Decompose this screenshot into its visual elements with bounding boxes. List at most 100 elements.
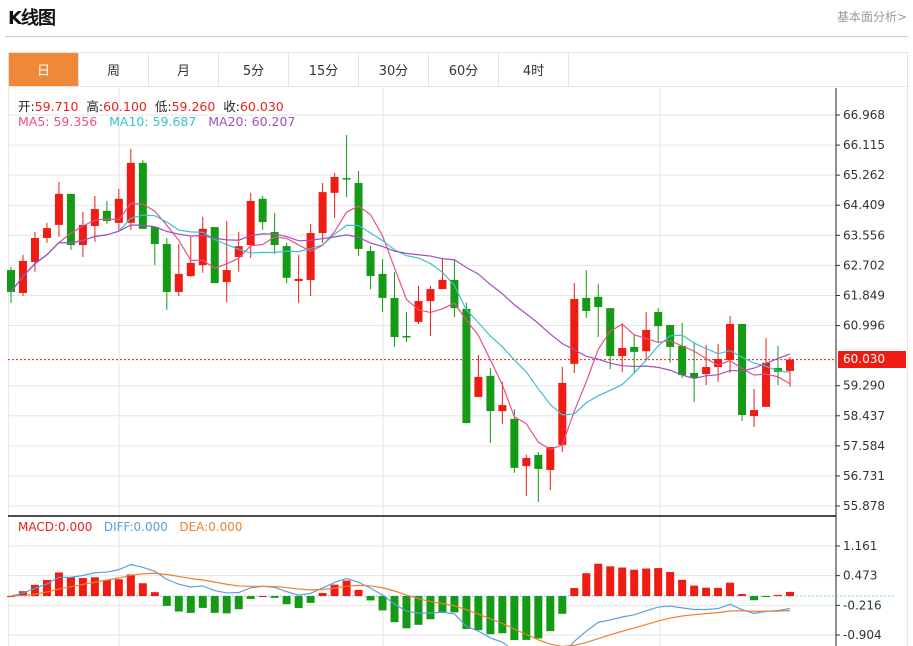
macd-histogram-bar [522,596,531,640]
candle-body [390,297,399,338]
macd-histogram-bar [294,596,303,609]
candle-body [450,279,459,309]
ma10-legend: MA10: 59.687 [109,114,197,129]
ma5-legend: MA5: 59.356 [18,114,98,129]
macd-histogram-bar [258,596,267,598]
macd-histogram-bar [726,582,735,597]
macd-histogram-bar [786,591,794,597]
tab-15min[interactable]: 15分 [289,53,359,86]
candle-body [738,324,747,415]
macd-histogram-bar [534,596,543,639]
candle-body [522,457,531,467]
candle-body [690,373,699,378]
candle-body [426,289,435,302]
price-axis-label: 65.262 [843,168,885,182]
diff-value: DIFF:0.000 [103,520,168,534]
macd-histogram-bar [210,596,219,613]
price-axis-label: 63.556 [843,228,885,242]
candle-body [210,227,219,284]
macd-histogram-bar [738,594,747,597]
price-axis-label: 62.702 [843,258,885,272]
low-label: 低: [154,99,172,114]
ohlc-legend: 开:59.710 高:60.100 低:59.260 收:60.030 [18,96,284,115]
macd-histogram-bar [282,596,291,605]
macd-histogram-bar [126,574,135,597]
candle-body [702,367,711,375]
candle-body [150,227,159,244]
macd-axis-label: 1.161 [843,539,877,553]
candle-body [438,279,447,290]
candle-body [762,362,771,407]
chart-panel [8,87,908,646]
divider [5,36,908,37]
price-axis-label: 56.731 [843,469,885,483]
macd-histogram-bar [7,596,15,598]
macd-histogram-bar [774,594,783,597]
candle-body [510,418,519,468]
macd-histogram-bar [762,596,771,598]
ma5-line [10,202,791,451]
tab-week[interactable]: 周 [79,53,149,86]
macd-histogram-bar [222,596,231,614]
macd-histogram-bar [714,587,723,597]
tab-5min[interactable]: 5分 [219,53,289,86]
ma20-line [10,224,791,380]
macd-histogram-bar [186,596,195,613]
macd-histogram-bar [414,596,423,625]
low-value: 59.260 [171,99,216,114]
price-axis-label: 57.584 [843,439,885,453]
high-label: 高: [86,99,104,114]
candle-body [414,301,423,322]
price-axis-label: 64.409 [843,198,885,212]
macd-histogram-bar [498,596,507,634]
macd-histogram-bar [606,566,615,597]
candle-body [30,237,39,262]
tab-30min[interactable]: 30分 [359,53,429,86]
macd-histogram-bar [318,592,327,597]
macd-histogram-bar [594,563,603,597]
candle-body [618,347,627,357]
candle-body [354,182,363,249]
close-label: 收: [223,99,240,114]
candle-body [90,209,99,226]
candle-body [594,296,603,308]
candle-body [7,270,15,292]
candle-body [378,273,387,298]
macd-histogram-bar [306,596,315,603]
candle-body [330,176,339,193]
candle-body [654,312,663,327]
macd-histogram-bar [678,579,687,597]
candle-body [306,233,315,280]
macd-histogram-bar [354,589,363,597]
candle-body [486,375,495,412]
macd-histogram-bar [90,577,99,597]
fundamental-analysis-link[interactable]: 基本面分析> [836,10,907,24]
macd-histogram-bar [474,596,483,631]
macd-histogram-bar [330,584,339,597]
price-axis-label: 60.996 [843,319,885,333]
tab-month[interactable]: 月 [149,53,219,86]
macd-histogram-bar [54,572,63,597]
period-tabs: 日 周 月 5分 15分 30分 60分 4时 [8,52,908,87]
candle-body [786,359,794,371]
candle-body [222,270,231,283]
macd-histogram-bar [162,596,171,606]
macd-histogram-bar [582,573,591,597]
macd-axis-label: -0.216 [843,598,882,612]
candle-body [342,178,351,180]
candle-body [138,162,147,229]
candle-body [546,447,555,470]
macd-histogram-bar [630,569,639,597]
tab-4hour[interactable]: 4时 [499,53,569,86]
macd-histogram-bar [750,596,759,601]
macd-histogram-bar [402,596,411,629]
candle-body [126,162,135,223]
macd-histogram-bar [546,596,555,632]
candle-body [54,193,63,225]
candle-body [114,198,123,223]
diff-line [10,563,791,646]
tab-60min[interactable]: 60分 [429,53,499,86]
tab-day[interactable]: 日 [9,53,79,86]
macd-histogram-bar [486,596,495,635]
